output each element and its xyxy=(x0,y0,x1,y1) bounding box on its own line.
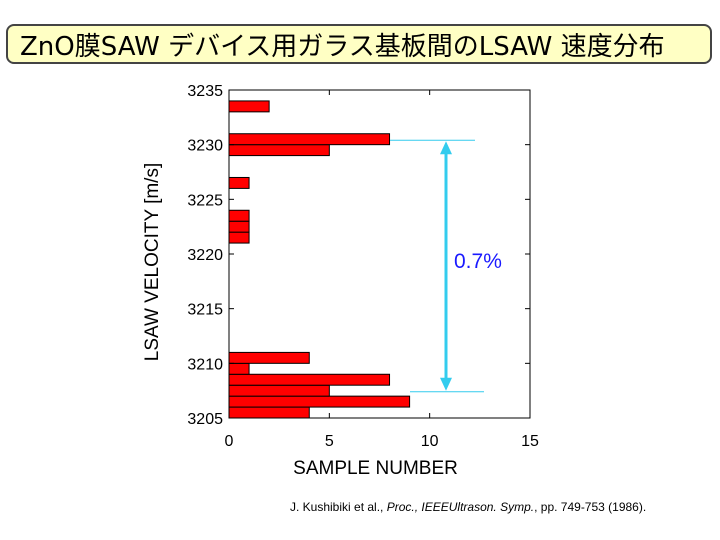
x-tick-label: 5 xyxy=(325,433,334,450)
bar xyxy=(228,144,330,157)
range-arrow-head-up xyxy=(440,141,452,155)
y-axis-label: LSAW VELOCITY [m/s] xyxy=(142,163,163,362)
y-tick-label: 3210 xyxy=(187,356,223,373)
y-tick-label: 3225 xyxy=(187,192,223,209)
x-tick-label: 0 xyxy=(225,433,234,450)
y-tick-label: 3220 xyxy=(187,247,223,264)
y-tick-label: 3205 xyxy=(187,411,223,428)
bar xyxy=(228,351,310,364)
range-annotation: 0.7% xyxy=(390,139,502,393)
bar xyxy=(228,395,411,408)
x-tick-label: 15 xyxy=(521,433,539,450)
bar xyxy=(228,100,270,113)
bar xyxy=(228,384,330,397)
bar xyxy=(228,209,250,222)
citation-journal: Proc., IEEEUltrason. Symp. xyxy=(386,500,535,514)
y-tick-label: 3235 xyxy=(187,83,223,100)
citation: J. Kushibiki et al., Proc., IEEEUltrason… xyxy=(290,500,710,514)
citation-pages: , pp. 749-753 (1986). xyxy=(534,500,647,514)
citation-authors: J. Kushibiki et al., xyxy=(290,500,387,514)
axis-ticks: 3205 3210 3215 3220 3225 3230 3235 0 5 10 15 xyxy=(187,83,539,450)
bar xyxy=(228,406,310,419)
x-tick-label: 10 xyxy=(421,433,439,450)
axis-labels: SAMPLE NUMBER LSAW VELOCITY [m/s] xyxy=(142,163,458,479)
bar xyxy=(228,362,250,375)
slide-title-text: ZnO膜SAW デバイス用ガラス基板間のLSAW 速度分布 xyxy=(20,31,665,62)
bar xyxy=(228,231,250,244)
bar xyxy=(228,373,391,386)
y-tick-label: 3215 xyxy=(187,302,223,319)
range-label: 0.7% xyxy=(454,250,502,273)
range-arrow-head-down xyxy=(440,377,452,391)
bar xyxy=(228,220,250,233)
bar xyxy=(228,133,391,146)
bar-series xyxy=(228,100,411,419)
x-axis-label: SAMPLE NUMBER xyxy=(293,458,458,479)
bar xyxy=(228,176,250,189)
slide-title: ZnO膜SAW デバイス用ガラス基板間のLSAW 速度分布 xyxy=(6,24,712,64)
y-tick-label: 3230 xyxy=(187,138,223,155)
